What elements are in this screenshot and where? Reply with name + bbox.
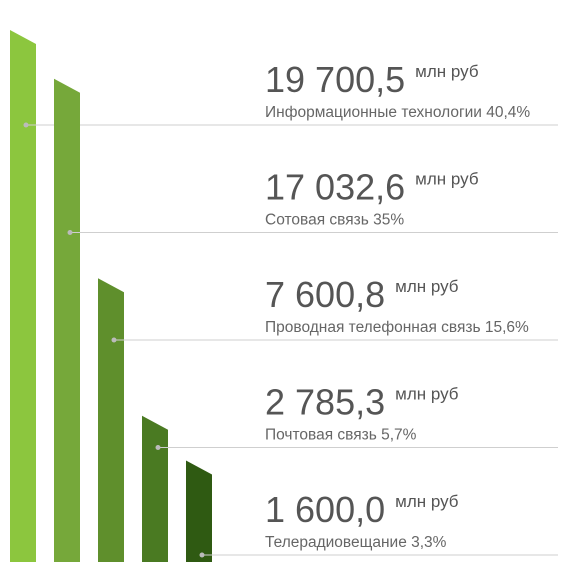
- value-label: 1 600,0: [265, 489, 385, 530]
- value-label: 7 600,8: [265, 274, 385, 315]
- leader-dot: [155, 445, 161, 450]
- category-label: Телерадиовещание 3,3%: [265, 534, 447, 551]
- unit-label: млн руб: [395, 277, 459, 296]
- value-label: 19 700,5: [265, 59, 405, 100]
- bar: [54, 78, 80, 562]
- category-label: Информационные технологии 40,4%: [265, 104, 530, 121]
- bar: [10, 30, 36, 562]
- category-label: Сотовая связь 35%: [265, 212, 404, 229]
- leader-dot: [23, 122, 29, 128]
- leader-dot: [67, 230, 73, 235]
- unit-label: млн руб: [415, 170, 479, 189]
- bar: [142, 415, 168, 562]
- unit-label: млн руб: [395, 385, 459, 404]
- unit-label: млн руб: [395, 492, 459, 511]
- leader-dot: [111, 337, 117, 343]
- unit-label: млн руб: [415, 62, 479, 81]
- leader-dot: [199, 552, 205, 558]
- category-label: Почтовая связь 5,7%: [265, 427, 417, 444]
- value-label: 17 032,6: [265, 167, 405, 208]
- value-label: 2 785,3: [265, 382, 385, 423]
- bar: [186, 460, 212, 562]
- bar: [98, 278, 124, 562]
- category-label: Проводная телефонная связь 15,6%: [265, 319, 529, 336]
